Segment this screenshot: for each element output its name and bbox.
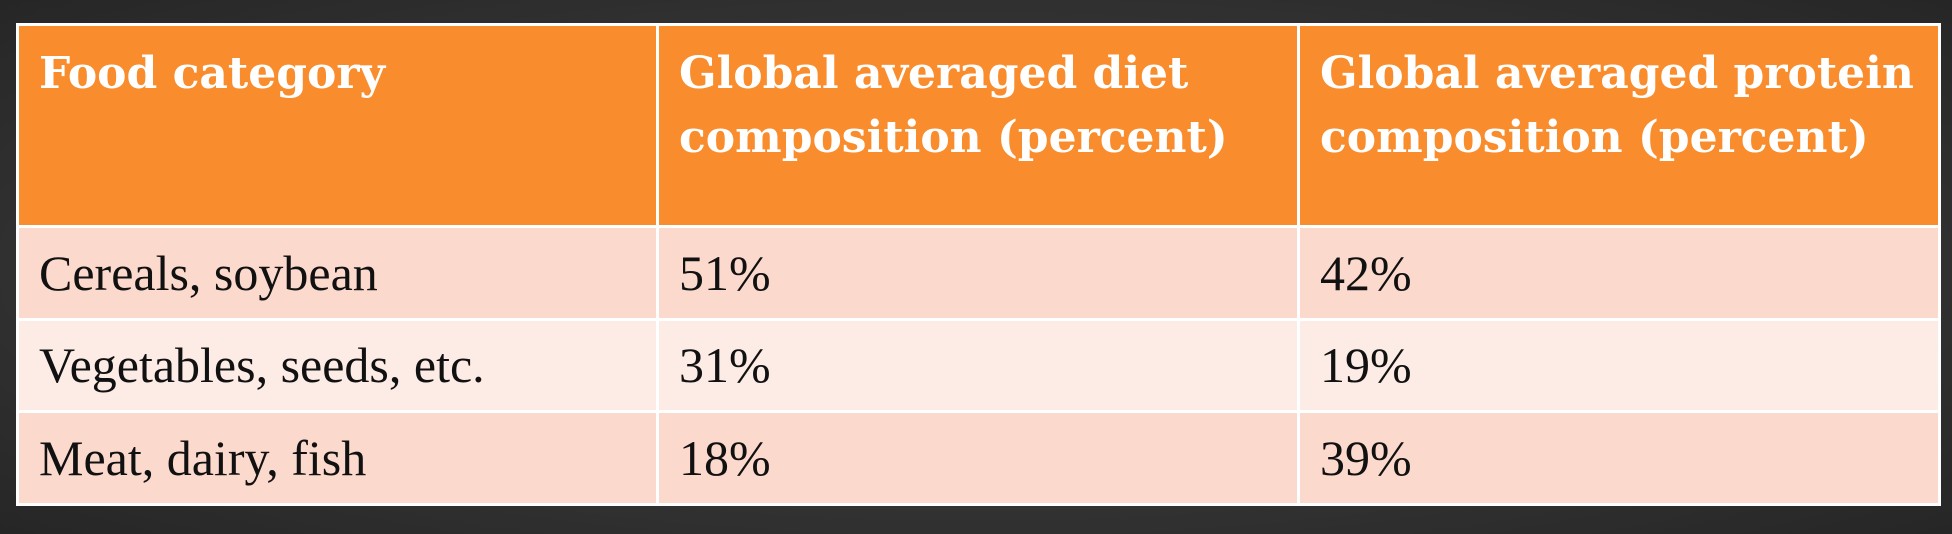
table-row: Meat, dairy, fish 18% 39% <box>16 410 1941 506</box>
data-table: Food category Global averaged diet compo… <box>16 23 1941 506</box>
table-cell: 42% <box>1297 224 1941 321</box>
header-cell: Global averaged protein composition (per… <box>1297 23 1941 228</box>
table-cell: 19% <box>1297 317 1941 414</box>
table-cell: 51% <box>656 224 1300 321</box>
table-cell: Vegetables, seeds, etc. <box>16 317 659 414</box>
table-cell: Cereals, soybean <box>16 224 659 321</box>
table-cell: Meat, dairy, fish <box>16 410 659 506</box>
table-cell: 31% <box>656 317 1300 414</box>
header-row: Food category Global averaged diet compo… <box>16 23 1941 228</box>
table-row: Vegetables, seeds, etc. 31% 19% <box>16 317 1941 414</box>
header-cell: Global averaged diet composition (percen… <box>656 23 1300 228</box>
header-cell: Food category <box>16 23 659 228</box>
table-cell: 18% <box>656 410 1300 506</box>
table-row: Cereals, soybean 51% 42% <box>16 224 1941 321</box>
table-cell: 39% <box>1297 410 1941 506</box>
